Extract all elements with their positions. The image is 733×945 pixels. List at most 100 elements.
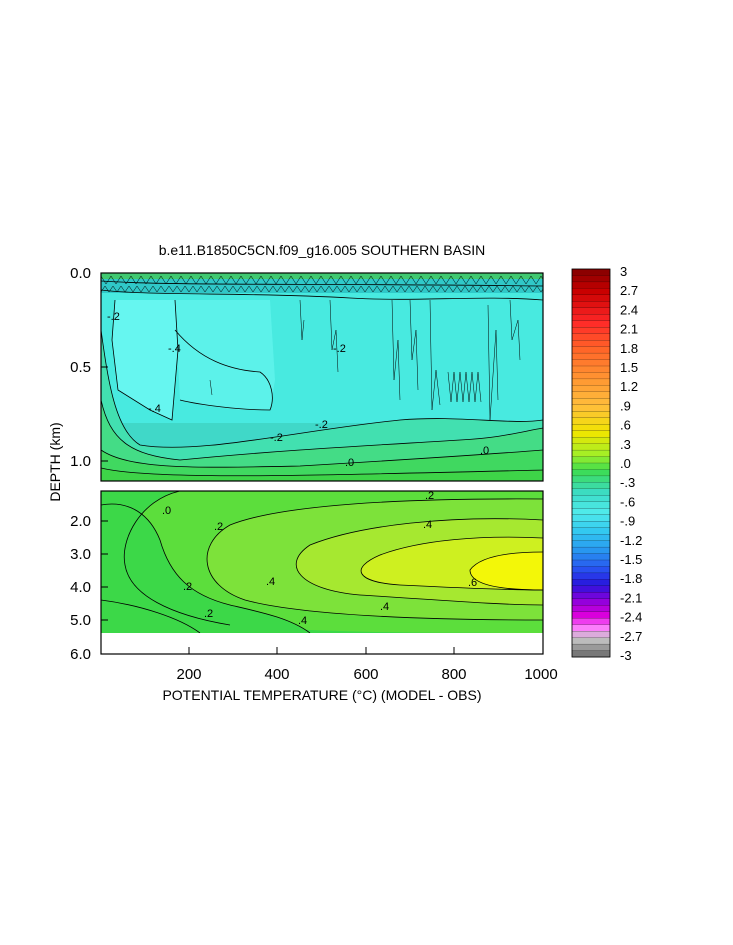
contour-label: -.2 [107, 311, 120, 323]
colorbar-segment [571, 365, 611, 373]
colorbar-segment [571, 592, 611, 600]
colorbar-segment [571, 566, 611, 574]
y-tick-label: 2.0 [70, 513, 91, 530]
colorbar-segment [571, 385, 611, 393]
lower-contour-labels: .0 .2 .2 .4 .2 .4 .6 .4 .4 .2 .0 [162, 490, 477, 627]
colorbar-segment [571, 475, 611, 483]
y-axis-upper: 0.0 0.5 1.0 [70, 265, 108, 470]
colorbar-label: 1.5 [620, 360, 638, 375]
contour-label: .2 [425, 490, 434, 502]
colorbar-segment [571, 417, 611, 425]
colorbar-label: -1.8 [620, 571, 642, 586]
contour-label: .2 [204, 608, 213, 620]
colorbar-segment [571, 482, 611, 490]
colorbar-segment [571, 495, 611, 503]
lower-panel-frame [100, 490, 544, 655]
contour-label: -.4 [168, 343, 181, 355]
colorbar-segment [571, 540, 611, 548]
colorbar-segment [571, 424, 611, 431]
colorbar-segment [571, 268, 611, 276]
y-tick-label: 4.0 [70, 579, 91, 596]
x-axis-label: POTENTIAL TEMPERATURE (°C) (MODEL - OBS) [162, 687, 481, 703]
colorbar-label: -1.5 [620, 552, 642, 567]
y-tick-label: 6.0 [70, 646, 91, 663]
colorbar-segment [571, 546, 611, 554]
y-axis-lower: 2.0 3.0 4.0 5.0 6.0 [70, 513, 108, 663]
colorbar-segment [571, 611, 611, 619]
colorbar-segment [571, 585, 611, 593]
contour-label: .2 [183, 581, 192, 593]
colorbar-segment [571, 314, 611, 322]
contour-label: .6 [468, 577, 477, 589]
colorbar-label: -2.4 [620, 610, 642, 625]
colorbar-label: .3 [620, 437, 631, 452]
colorbar-segment [571, 294, 611, 302]
colorbar-segment [571, 605, 611, 613]
colorbar-label: .9 [620, 398, 631, 413]
y-tick-label: 5.0 [70, 612, 91, 629]
x-tick-label: 1000 [524, 666, 557, 683]
colorbar-segment [571, 534, 611, 541]
colorbar-segment [571, 443, 611, 451]
y-tick-label: 3.0 [70, 546, 91, 563]
colorbar-segment [571, 378, 611, 386]
upper-contour-labels: -.4 -.2 -.4 -.2 -.2 -.2 .0 .0 [107, 311, 489, 469]
colorbar-segment [571, 514, 611, 522]
colorbar-segment [571, 352, 611, 360]
colorbar-labels: 3 2.7 2.4 2.1 1.8 1.5 1.2 .9 .6 .3 .0 -.3 -.6 -.9 -1.2… [620, 264, 642, 663]
colorbar-label: .6 [620, 418, 631, 433]
colorbar-label: 2.1 [620, 322, 638, 337]
colorbar-segment [571, 346, 611, 354]
x-tick-label: 600 [353, 666, 378, 683]
contour-label: .4 [380, 601, 389, 613]
colorbar-segment [571, 398, 611, 406]
colorbar-segment [571, 637, 611, 645]
colorbar-segment [571, 372, 611, 380]
colorbar-segment [571, 288, 611, 296]
colorbar-segment [571, 508, 611, 516]
colorbar-segment [571, 281, 611, 289]
colorbar-segment [571, 307, 611, 315]
colorbar-segment [571, 631, 611, 638]
colorbar-segment [571, 430, 611, 438]
contour-label: .0 [345, 457, 354, 469]
contour-label: -.2 [315, 419, 328, 431]
colorbar-segment [571, 579, 611, 587]
contour-label: -.4 [148, 403, 161, 415]
contour-label: -.2 [333, 343, 346, 355]
colorbar [571, 268, 611, 658]
y-tick-label: 0.5 [70, 359, 91, 376]
colorbar-segment [571, 501, 611, 509]
colorbar-label: 2.7 [620, 283, 638, 298]
contour-label: .4 [266, 576, 275, 588]
colorbar-segment [571, 320, 611, 328]
upper-panel: -.4 -.2 -.4 -.2 -.2 -.2 .0 .0 [101, 273, 543, 481]
colorbar-segment [571, 333, 611, 341]
colorbar-segment [571, 437, 611, 444]
contour-label: .2 [214, 521, 223, 533]
contour-label: .4 [423, 519, 432, 531]
colorbar-segment [571, 469, 611, 477]
colorbar-segment [571, 301, 611, 309]
contour-label: .0 [162, 505, 171, 517]
contour-label: -.2 [270, 432, 283, 444]
colorbar-label: -.9 [620, 514, 635, 529]
upper-panel-frame [100, 272, 544, 482]
colorbar-segment [571, 411, 611, 419]
colorbar-segment [571, 618, 611, 625]
colorbar-segment [571, 488, 611, 496]
colorbar-label: .0 [620, 456, 631, 471]
y-tick-label: 0.0 [70, 265, 91, 282]
colorbar-frame [571, 268, 611, 658]
colorbar-segment [571, 327, 611, 334]
colorbar-label: -3 [620, 648, 632, 663]
lower-panel: .0 .2 .2 .4 .2 .4 .6 .4 .4 .2 .0 [101, 490, 543, 633]
colorbar-segment [571, 527, 611, 535]
contour-label: .4 [298, 615, 307, 627]
colorbar-segment [571, 559, 611, 567]
colorbar-label: 1.2 [620, 379, 638, 394]
colorbar-segment [571, 449, 611, 457]
x-tick-label: 200 [176, 666, 201, 683]
x-axis: 200 400 600 800 1000 [176, 647, 558, 683]
